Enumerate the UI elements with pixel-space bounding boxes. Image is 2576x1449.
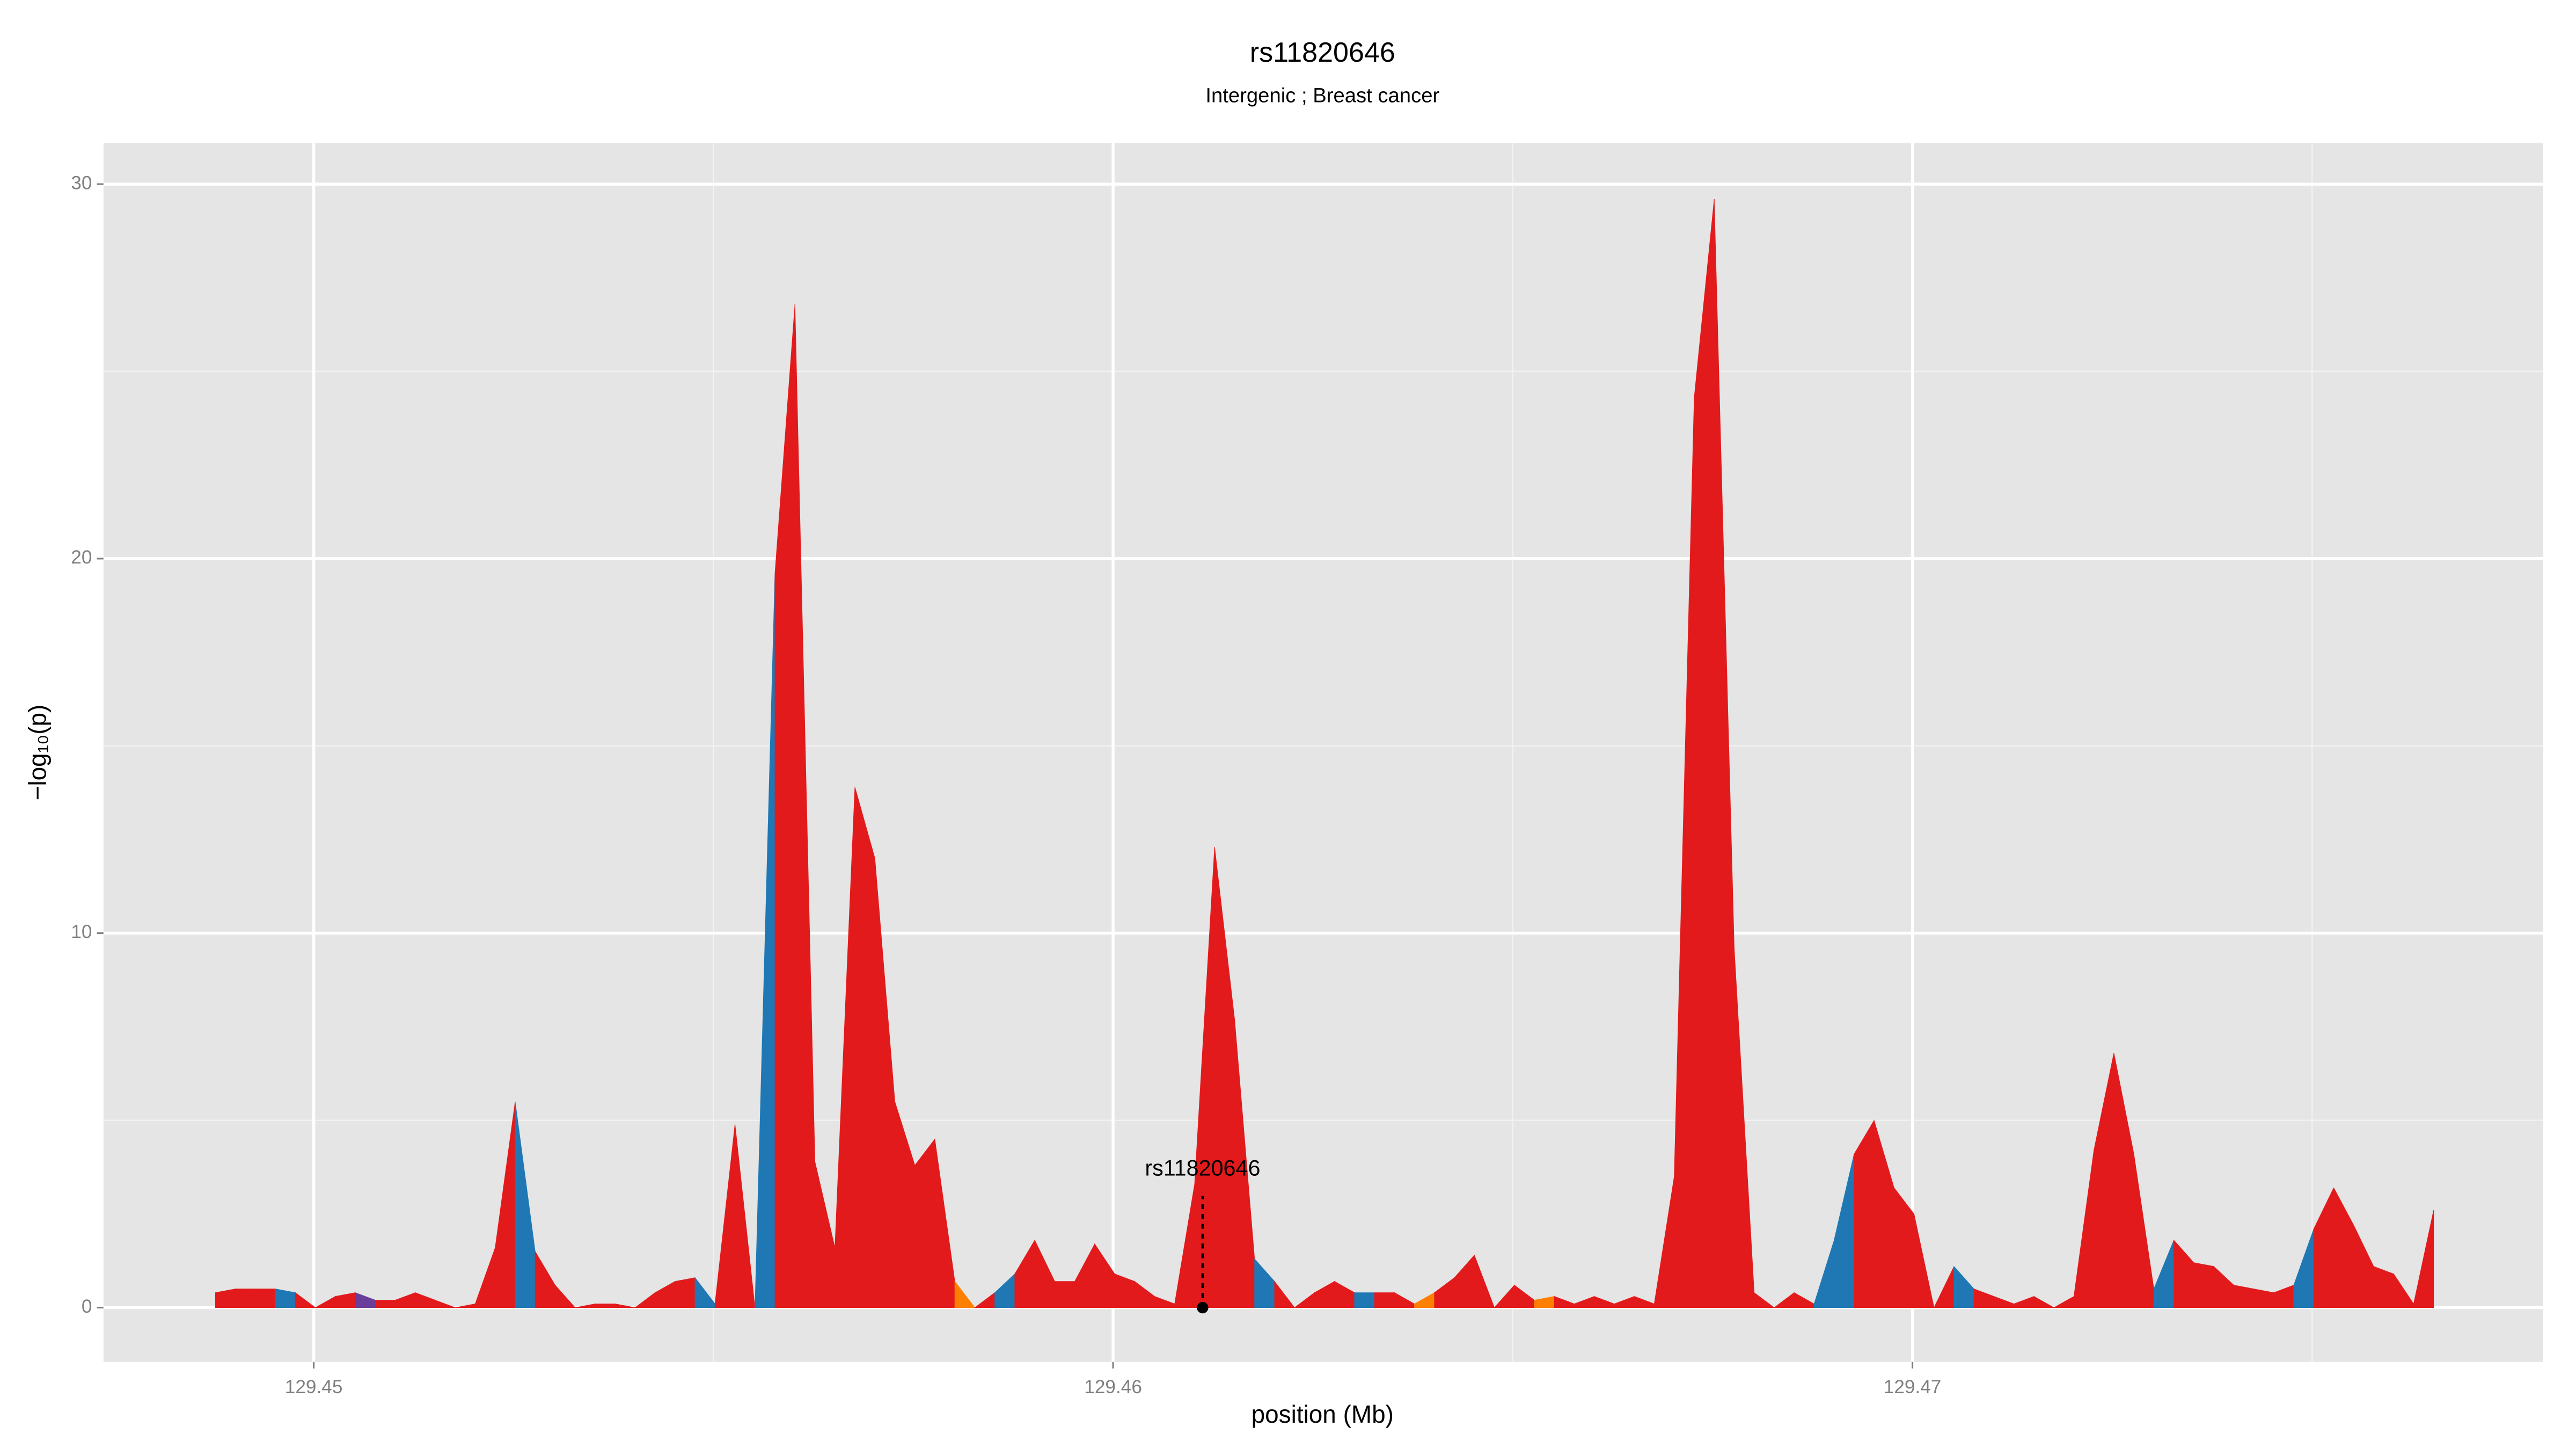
area-segment bbox=[914, 1138, 935, 1308]
area-segment bbox=[1914, 1214, 1935, 1308]
x-axis-label: position (Mb) bbox=[1252, 1400, 1394, 1428]
area-segment bbox=[295, 1292, 316, 1308]
area-segment bbox=[1054, 1281, 1075, 1308]
y-tick-label: 30 bbox=[71, 172, 92, 193]
area-segment bbox=[2233, 1285, 2255, 1308]
chart-subtitle: Intergenic ; Breast cancer bbox=[1205, 84, 1439, 107]
area-segment bbox=[1274, 1280, 1296, 1308]
area-segment bbox=[735, 1124, 756, 1308]
area-segment bbox=[554, 1284, 576, 1308]
area-segment bbox=[675, 1277, 696, 1308]
area-segment bbox=[2413, 1210, 2434, 1308]
area-segment bbox=[1474, 1255, 1495, 1308]
area-segment bbox=[375, 1300, 396, 1308]
y-tick-label: 20 bbox=[71, 547, 92, 568]
area-segment bbox=[1374, 1292, 1395, 1308]
annotation-label: rs11820646 bbox=[1145, 1155, 1260, 1180]
area-segment bbox=[1354, 1292, 1375, 1308]
x-tick-label: 129.45 bbox=[285, 1377, 343, 1397]
area-segment bbox=[614, 1304, 635, 1308]
y-tick-label: 0 bbox=[82, 1296, 92, 1317]
x-tick-label: 129.47 bbox=[1884, 1377, 1942, 1397]
area-segment bbox=[1754, 1292, 1775, 1308]
area-segment bbox=[1694, 199, 1715, 1308]
area-segment bbox=[2033, 1296, 2055, 1308]
x-tick-label: 129.46 bbox=[1084, 1377, 1142, 1397]
area-segment bbox=[595, 1304, 616, 1308]
area-segment bbox=[235, 1289, 256, 1308]
area-segment bbox=[2373, 1266, 2394, 1308]
y-axis-label: −log₁₀(p) bbox=[24, 705, 52, 801]
chart-title: rs11820646 bbox=[1250, 37, 1395, 68]
y-tick-label: 10 bbox=[71, 921, 92, 942]
area-segment bbox=[954, 1280, 976, 1308]
annotation-point bbox=[1197, 1301, 1209, 1314]
area-segment bbox=[435, 1299, 456, 1308]
plot-panel bbox=[103, 143, 2543, 1362]
area-segment bbox=[854, 787, 875, 1308]
area-segment bbox=[255, 1289, 276, 1308]
area-segment bbox=[2193, 1262, 2214, 1308]
